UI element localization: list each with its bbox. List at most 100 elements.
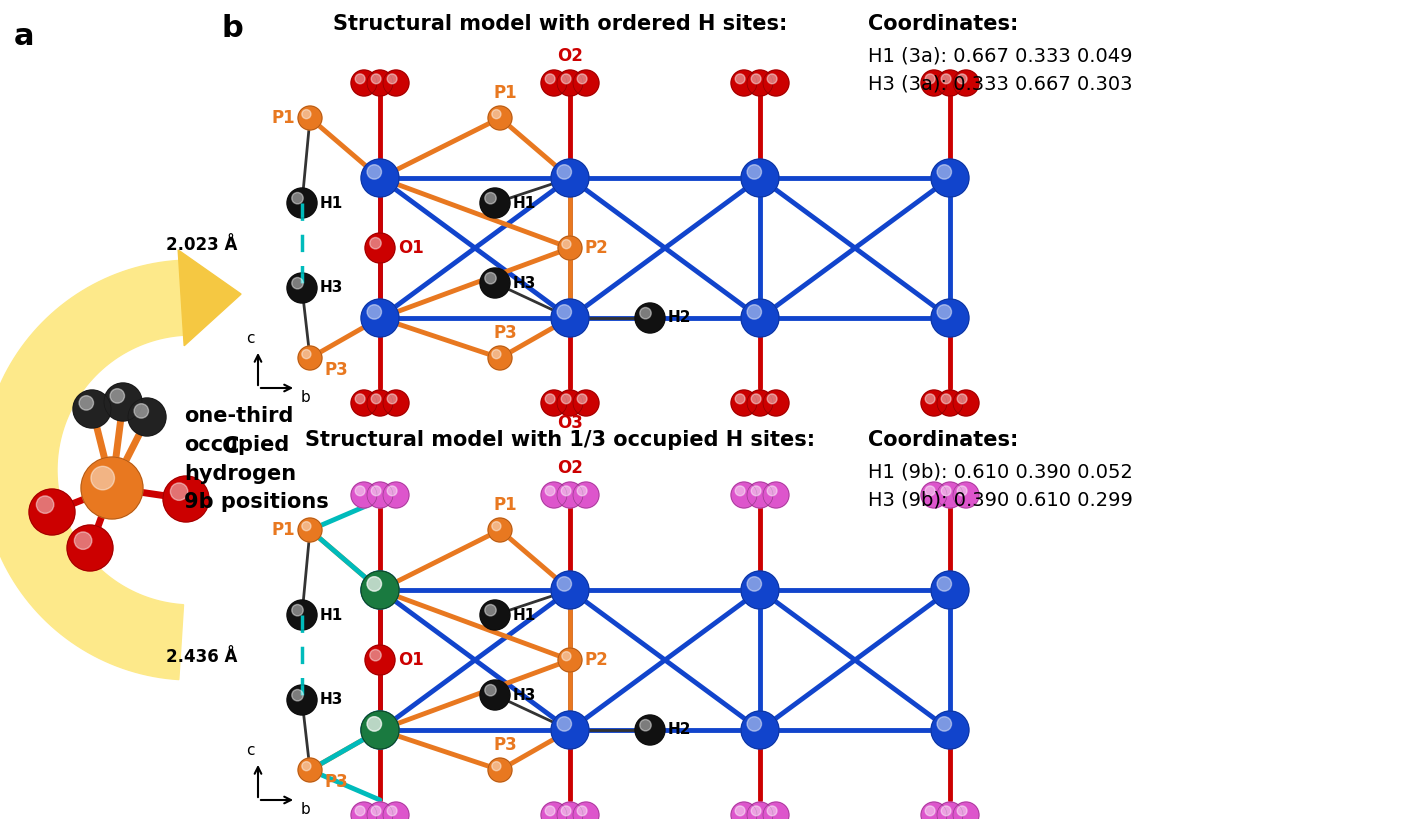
Circle shape	[371, 394, 381, 404]
Circle shape	[558, 648, 582, 672]
Circle shape	[487, 758, 512, 782]
Circle shape	[735, 806, 745, 816]
Circle shape	[741, 299, 779, 337]
Circle shape	[557, 70, 582, 96]
Circle shape	[546, 806, 555, 816]
Text: P1: P1	[272, 521, 295, 539]
Circle shape	[557, 165, 571, 179]
Circle shape	[367, 482, 393, 508]
Text: c: c	[222, 430, 239, 459]
Circle shape	[367, 165, 381, 179]
Circle shape	[735, 486, 745, 495]
Polygon shape	[179, 250, 241, 346]
Circle shape	[387, 74, 397, 84]
Circle shape	[941, 394, 951, 404]
Circle shape	[361, 571, 400, 609]
Circle shape	[298, 518, 322, 542]
Circle shape	[956, 806, 966, 816]
Circle shape	[925, 394, 935, 404]
Circle shape	[931, 299, 969, 337]
Circle shape	[767, 486, 777, 495]
Circle shape	[925, 74, 935, 84]
Circle shape	[485, 604, 496, 616]
Circle shape	[956, 486, 966, 495]
Circle shape	[941, 486, 951, 495]
Text: P2: P2	[585, 239, 609, 257]
Circle shape	[747, 577, 761, 591]
Circle shape	[751, 74, 761, 84]
Circle shape	[292, 192, 303, 204]
Circle shape	[387, 394, 397, 404]
Circle shape	[741, 711, 779, 749]
Circle shape	[351, 482, 377, 508]
Circle shape	[67, 525, 113, 571]
Text: H1: H1	[513, 608, 536, 622]
Circle shape	[79, 396, 94, 410]
Circle shape	[577, 806, 587, 816]
Circle shape	[492, 762, 502, 771]
Circle shape	[356, 74, 366, 84]
Circle shape	[937, 577, 952, 591]
Circle shape	[298, 106, 322, 130]
Text: H3: H3	[513, 275, 537, 291]
Text: H2: H2	[667, 722, 691, 737]
Circle shape	[551, 299, 589, 337]
Circle shape	[767, 74, 777, 84]
Circle shape	[762, 802, 789, 819]
Circle shape	[561, 74, 571, 84]
Circle shape	[941, 74, 951, 84]
Text: Coordinates:: Coordinates:	[869, 430, 1019, 450]
Circle shape	[541, 802, 567, 819]
Circle shape	[921, 802, 947, 819]
Text: P2: P2	[585, 651, 609, 669]
Circle shape	[931, 571, 969, 609]
Circle shape	[735, 394, 745, 404]
Circle shape	[383, 802, 410, 819]
Circle shape	[356, 806, 366, 816]
Circle shape	[762, 390, 789, 416]
Circle shape	[572, 482, 599, 508]
Circle shape	[387, 486, 397, 495]
Text: P3: P3	[493, 324, 517, 342]
Text: Structural model with ordered H sites:: Structural model with ordered H sites:	[333, 14, 788, 34]
Circle shape	[921, 482, 947, 508]
Text: 2.436 Å: 2.436 Å	[166, 649, 237, 667]
Circle shape	[956, 394, 966, 404]
Text: H2: H2	[667, 310, 691, 325]
Circle shape	[361, 159, 400, 197]
Circle shape	[541, 70, 567, 96]
Text: P1: P1	[493, 496, 517, 514]
Circle shape	[480, 268, 510, 298]
Circle shape	[546, 394, 555, 404]
Circle shape	[288, 188, 317, 218]
Circle shape	[288, 685, 317, 715]
Text: H1: H1	[320, 608, 343, 622]
Circle shape	[485, 192, 496, 204]
Text: c: c	[247, 331, 255, 346]
Circle shape	[731, 482, 757, 508]
Circle shape	[635, 303, 665, 333]
Circle shape	[492, 110, 502, 119]
Text: O1: O1	[398, 239, 424, 257]
Circle shape	[371, 486, 381, 495]
Circle shape	[937, 165, 952, 179]
Circle shape	[546, 74, 555, 84]
Text: P3: P3	[324, 361, 349, 379]
Circle shape	[954, 482, 979, 508]
Circle shape	[356, 486, 366, 495]
Circle shape	[170, 483, 188, 500]
Circle shape	[366, 645, 395, 675]
Text: one-third
occupied
hydrogen
9b positions: one-third occupied hydrogen 9b positions	[184, 406, 329, 513]
Circle shape	[954, 390, 979, 416]
Circle shape	[367, 577, 381, 591]
Circle shape	[640, 307, 652, 319]
Text: H1 (9b): 0.610 0.390 0.052: H1 (9b): 0.610 0.390 0.052	[869, 462, 1132, 481]
Text: H3 (9b): 0.390 0.610 0.299: H3 (9b): 0.390 0.610 0.299	[869, 490, 1132, 509]
Circle shape	[762, 482, 789, 508]
Circle shape	[487, 518, 512, 542]
Circle shape	[561, 240, 571, 249]
Circle shape	[361, 299, 400, 337]
Circle shape	[937, 717, 952, 731]
Circle shape	[561, 652, 571, 661]
Circle shape	[557, 717, 571, 731]
